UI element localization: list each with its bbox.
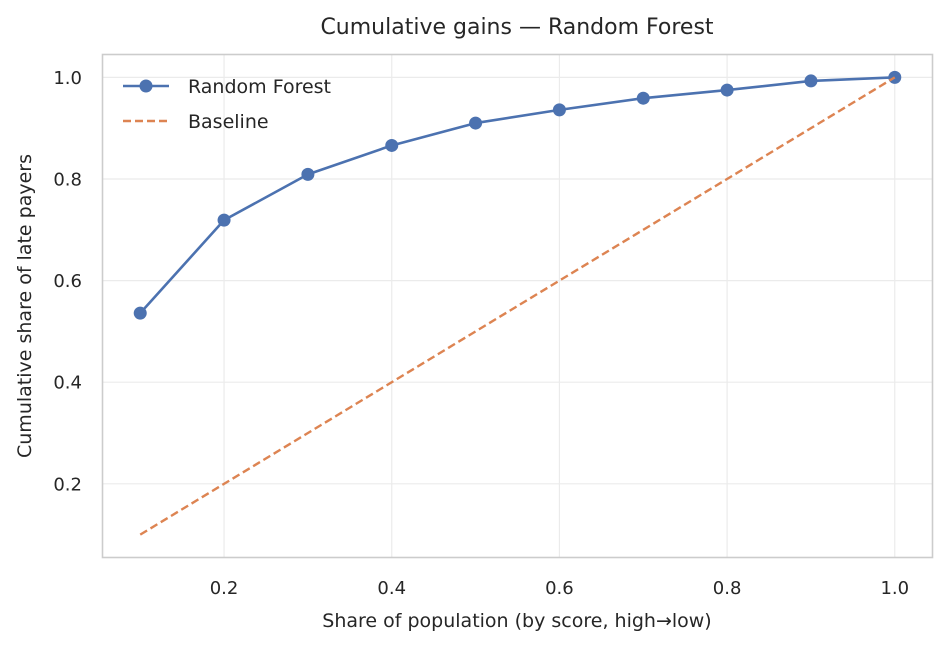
- x-tick-label: 0.8: [713, 578, 742, 599]
- grid-lines: [102, 54, 933, 558]
- data-point-random-forest: [385, 138, 399, 152]
- data-point-random-forest: [469, 116, 483, 130]
- data-point-random-forest: [804, 74, 818, 88]
- legend-label-random-forest: Random Forest: [188, 76, 331, 98]
- y-axis-label: Cumulative share of late payers: [14, 154, 36, 458]
- x-tick-label: 1.0: [880, 578, 909, 599]
- chart-title: Cumulative gains — Random Forest: [320, 15, 713, 40]
- x-tick-label: 0.4: [377, 578, 406, 599]
- data-point-random-forest: [636, 91, 650, 105]
- y-tick-label: 0.6: [53, 271, 82, 292]
- series-line-random-forest: [139, 76, 895, 314]
- legend-label-baseline: Baseline: [188, 111, 269, 133]
- x-tick-label: 0.6: [545, 578, 574, 599]
- x-axis-label: Share of population (by score, high→low): [322, 610, 711, 632]
- data-point-random-forest: [301, 167, 315, 181]
- y-tick-label: 0.8: [53, 169, 82, 190]
- data-point-random-forest: [552, 103, 566, 117]
- series-line-baseline: [139, 76, 896, 536]
- x-tick-label: 0.2: [210, 578, 239, 599]
- y-tick-label: 0.2: [53, 474, 82, 495]
- legend: Random Forest Baseline: [123, 76, 331, 133]
- series-layer: [133, 70, 902, 536]
- data-point-random-forest: [720, 83, 734, 97]
- y-tick-label: 0.4: [53, 373, 82, 394]
- y-tick-label: 1.0: [53, 68, 82, 89]
- tick-labels: 0.2 0.4 0.6 0.8 1.0 0.2 0.4 0.6 0.8 1.0: [53, 68, 909, 599]
- legend-marker-random-forest: [139, 79, 153, 93]
- data-point-random-forest: [217, 213, 231, 227]
- plot-frame: [101, 53, 934, 559]
- data-point-random-forest: [888, 70, 902, 84]
- data-point-random-forest: [133, 306, 147, 320]
